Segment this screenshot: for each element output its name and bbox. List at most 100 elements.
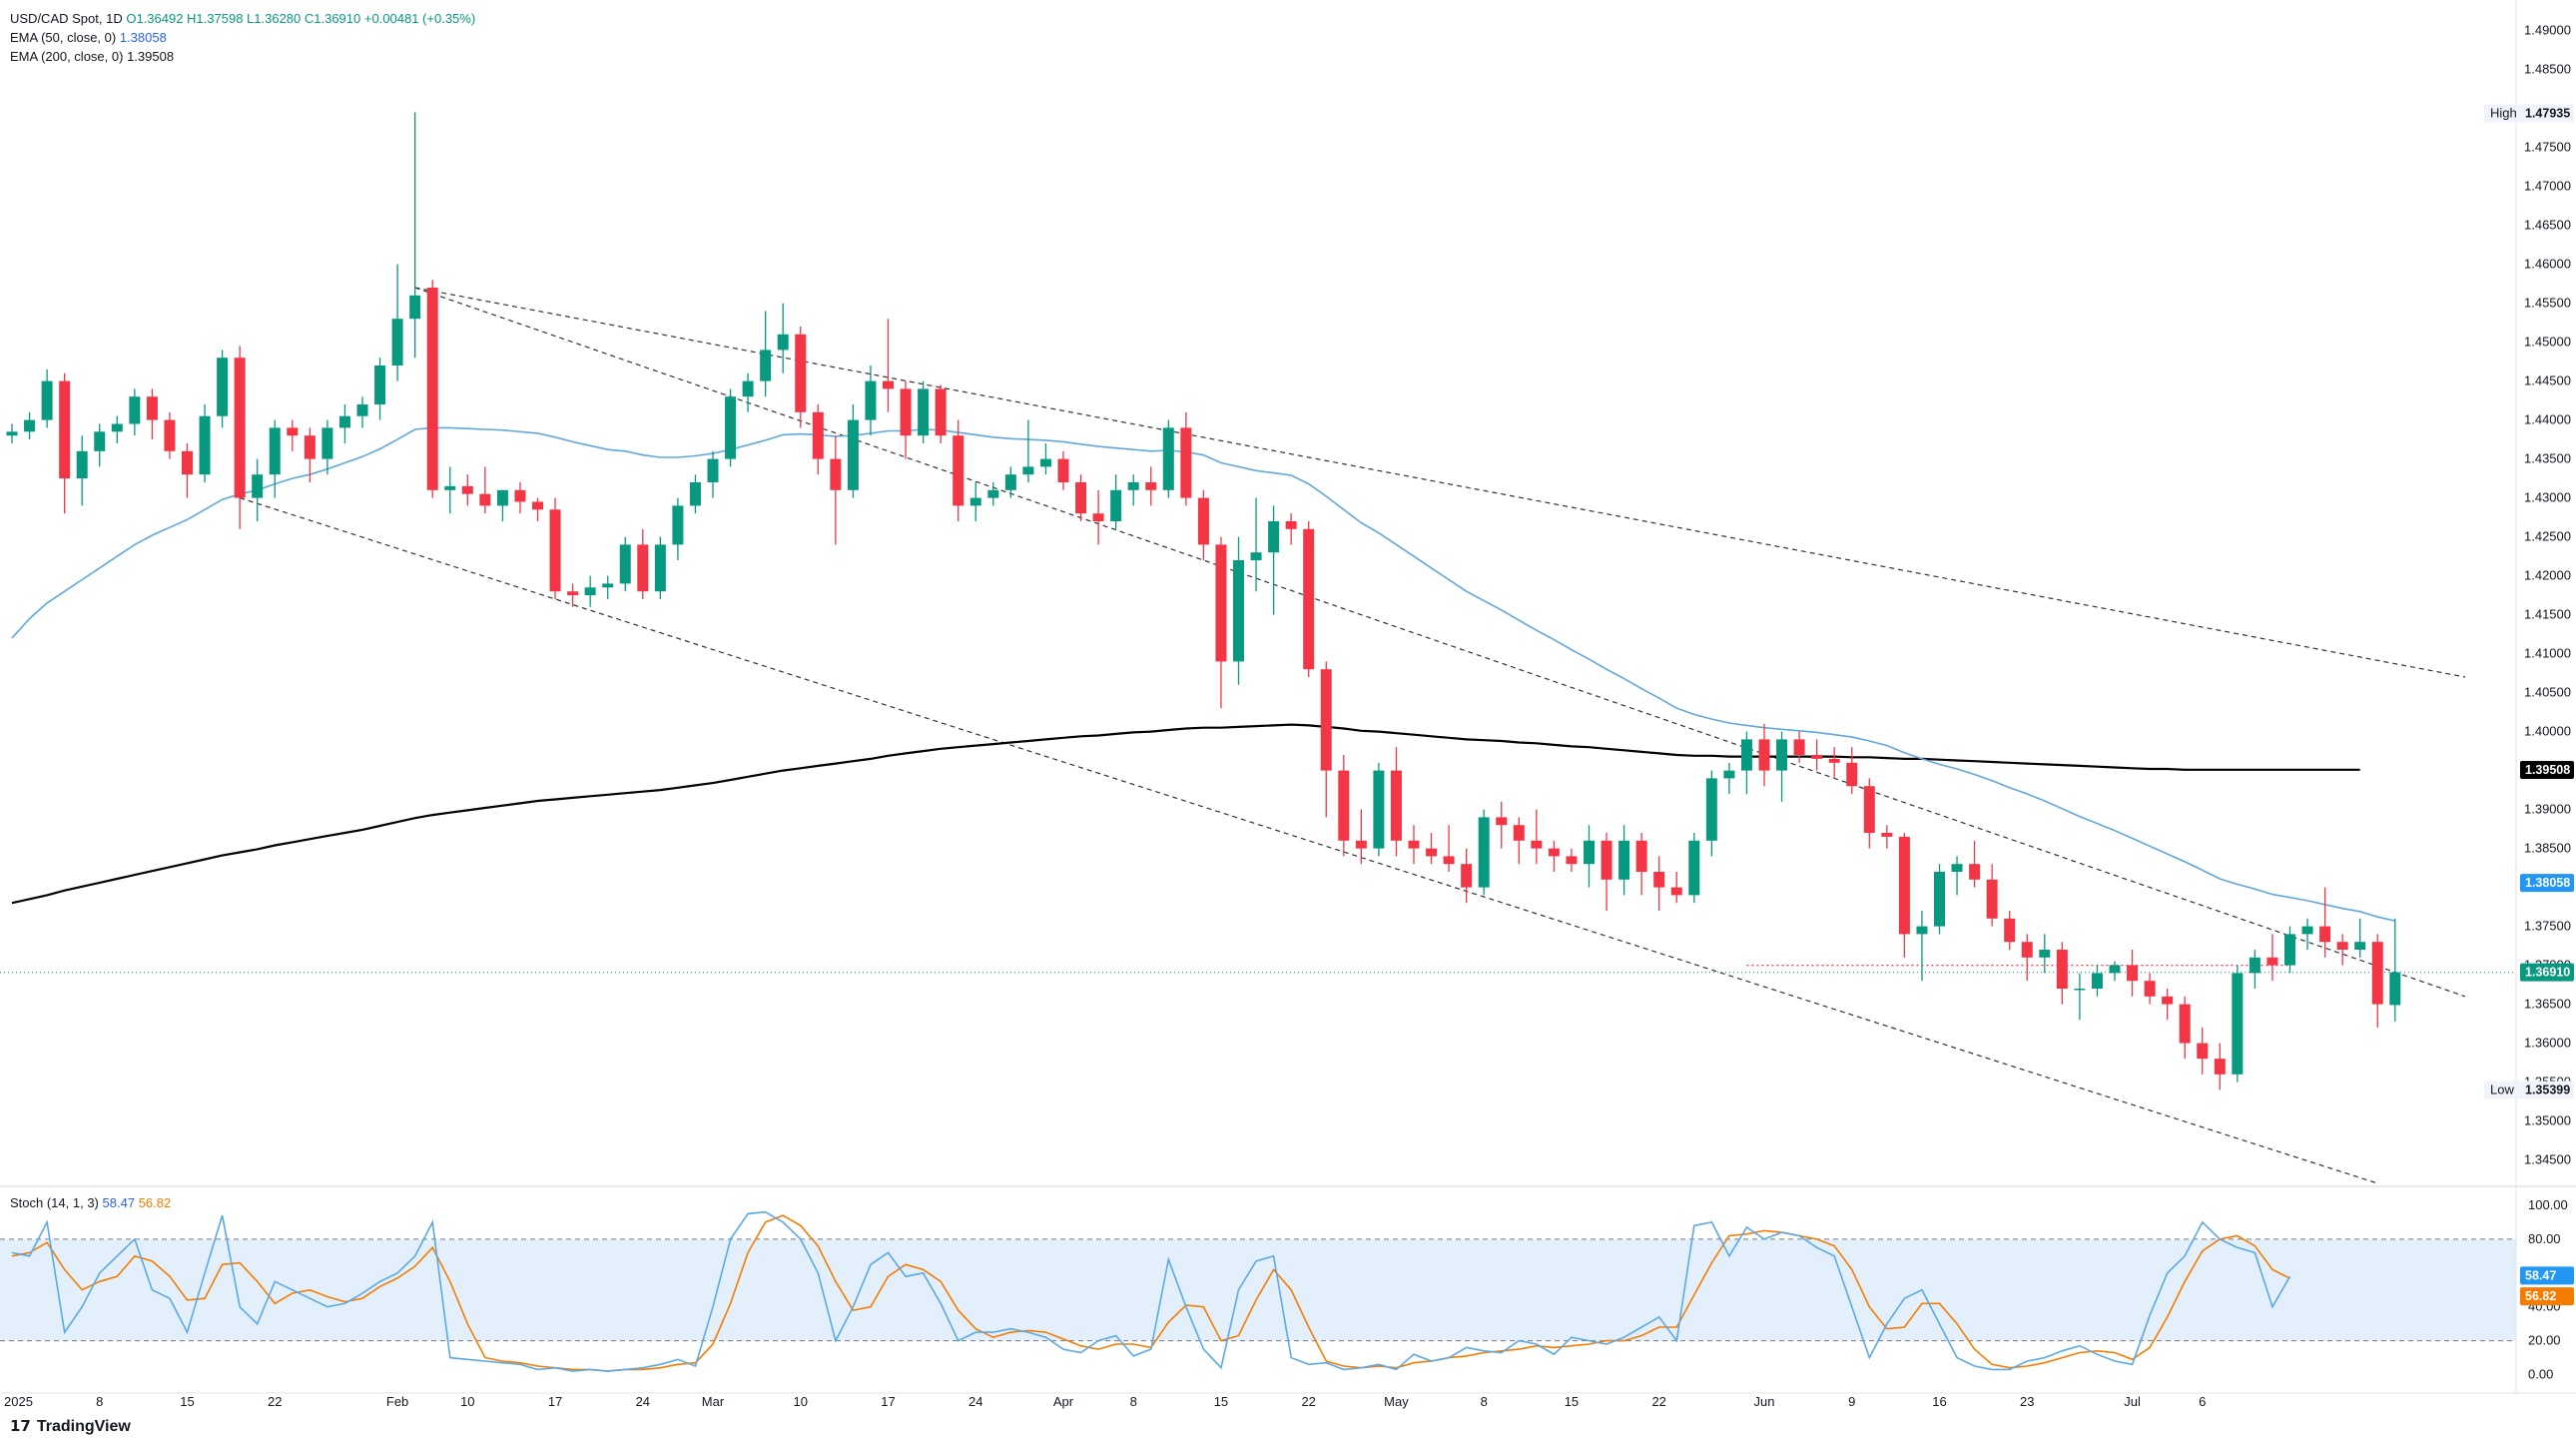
candle-body (1215, 544, 1227, 662)
candle (1496, 801, 1508, 849)
candle-body (1566, 856, 1578, 865)
candle (1092, 489, 1104, 545)
candle-body (2091, 973, 2103, 989)
candle (24, 411, 36, 440)
candle (1601, 833, 1612, 911)
price-tick-label: 1.43500 (2524, 451, 2571, 466)
candle-body (479, 493, 491, 506)
candle (549, 497, 561, 599)
candle-body (1618, 840, 1630, 880)
time-tick-label: 17 (548, 1394, 562, 1409)
candle (182, 443, 193, 498)
candle (1881, 825, 1893, 849)
candle (1180, 411, 1192, 506)
candle (322, 419, 333, 475)
candle (338, 404, 350, 443)
candle-body (532, 501, 543, 510)
candle (234, 346, 246, 529)
candle-body (374, 365, 386, 404)
candle (426, 280, 438, 498)
candle (619, 536, 631, 592)
symbol-row: USD/CAD Spot, 1D O1.36492 H1.37598 L1.36… (10, 9, 475, 28)
candle (1303, 521, 1315, 677)
candle-body (812, 411, 824, 459)
candle-body (24, 419, 36, 432)
candle-body (496, 489, 508, 506)
candle (883, 319, 894, 412)
price-tick-label: 1.43000 (2524, 490, 2571, 505)
candle-body (1303, 528, 1315, 670)
candle (1740, 731, 1752, 794)
candle-body (1793, 739, 1805, 755)
candle-body (1390, 770, 1402, 841)
ema200-badge-text: 1.39508 (2525, 763, 2570, 777)
candle-body (76, 450, 88, 479)
candle-body (619, 544, 631, 584)
candle-body (129, 396, 141, 424)
trendline-layer (0, 287, 2516, 1184)
candle-body (1075, 482, 1087, 514)
candle (1338, 755, 1350, 857)
candle (847, 404, 859, 498)
candle-body (1092, 513, 1104, 521)
price-tick-label: 1.41500 (2524, 607, 2571, 622)
candle-body (252, 474, 264, 498)
candle-body (1180, 427, 1192, 498)
candle-body (1233, 560, 1244, 662)
candle-body (935, 388, 947, 436)
candle (2354, 918, 2366, 958)
candle (2162, 989, 2174, 1021)
candle-body (2266, 957, 2278, 966)
candle (479, 466, 491, 514)
candle-body (111, 423, 123, 432)
candle (287, 419, 299, 451)
candle-body (2371, 942, 2383, 1005)
price-tick-label: 1.47500 (2524, 140, 2571, 155)
candle (830, 435, 842, 545)
time-tick-label: 16 (1932, 1394, 1946, 1409)
candle-body (2336, 942, 2348, 950)
candle-body (2021, 942, 2033, 958)
candle (2179, 996, 2191, 1060)
candle-body (426, 288, 438, 490)
candle-body (1898, 836, 1910, 935)
price-tick-label: 1.38500 (2524, 841, 2571, 856)
candle (1846, 747, 1858, 794)
time-tick-label: 23 (2020, 1394, 2034, 1409)
candle-body (1285, 521, 1297, 529)
symbol-label: USD/CAD Spot, 1D (10, 11, 123, 26)
time-tick-label: 8 (96, 1394, 103, 1409)
price-tick-label: 1.42000 (2524, 568, 2571, 583)
candle (1285, 513, 1297, 545)
candle-body (654, 544, 666, 592)
candle-body (900, 388, 912, 436)
time-tick-label: May (1384, 1394, 1409, 1409)
candle (1635, 833, 1647, 896)
candle-body (6, 431, 18, 436)
candle-body (969, 497, 981, 506)
ema200-line (11, 723, 2360, 905)
candle (1723, 762, 1735, 794)
candle-body (1740, 739, 1752, 771)
candle (969, 482, 981, 521)
candle-body (584, 587, 596, 596)
candle-body (322, 427, 333, 459)
candle-body (1039, 458, 1051, 467)
candle (2109, 961, 2121, 982)
candle-body (2039, 950, 2051, 958)
candle (1793, 731, 1805, 763)
candle-body (1584, 840, 1595, 865)
candle (2336, 934, 2348, 966)
time-tick-label: Jun (1754, 1394, 1775, 1409)
time-tick-label: 22 (1651, 1394, 1665, 1409)
candle (865, 365, 877, 436)
price-tick-label: 1.46000 (2524, 257, 2571, 272)
price-tick-label: 1.44000 (2524, 412, 2571, 427)
price-tick-label: 1.47000 (2524, 179, 2571, 194)
candle-body (1127, 482, 1139, 490)
time-tick-label: 10 (794, 1394, 808, 1409)
candle (935, 384, 947, 443)
candle (199, 404, 211, 482)
candle-body (2354, 942, 2366, 950)
